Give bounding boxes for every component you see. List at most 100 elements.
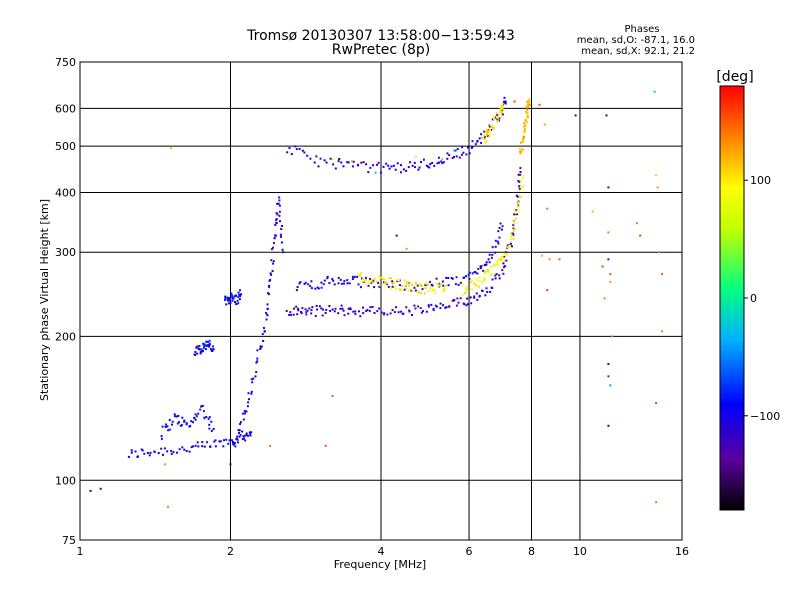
data-point — [441, 162, 444, 165]
data-point — [390, 277, 392, 280]
data-point — [293, 307, 295, 310]
data-point — [494, 277, 497, 280]
data-point — [438, 161, 440, 164]
x-tick-label: 1 — [77, 545, 84, 558]
data-point — [269, 444, 272, 447]
data-point — [357, 163, 359, 166]
data-point — [261, 333, 264, 336]
data-point — [413, 161, 416, 164]
data-point — [265, 312, 268, 314]
data-point — [491, 246, 494, 249]
data-point — [523, 125, 525, 128]
y-tick-label: 75 — [62, 534, 76, 547]
data-point — [501, 107, 504, 110]
data-point — [522, 139, 525, 141]
data-point — [251, 381, 254, 384]
data-point — [517, 173, 520, 176]
data-point — [609, 384, 612, 387]
data-point — [455, 155, 458, 158]
data-point — [212, 345, 214, 348]
data-point — [310, 309, 313, 312]
data-point — [324, 444, 327, 447]
data-point — [479, 267, 482, 270]
data-point — [237, 429, 240, 431]
data-point — [238, 298, 241, 301]
data-point — [332, 163, 335, 166]
data-point — [202, 342, 205, 345]
data-point — [351, 160, 353, 163]
data-point — [367, 283, 370, 285]
data-point — [255, 371, 258, 373]
data-point — [295, 289, 298, 292]
data-point — [477, 267, 480, 270]
colorbar — [719, 85, 745, 511]
data-point — [285, 310, 288, 312]
data-point — [340, 282, 343, 285]
data-point — [196, 345, 199, 348]
data-point — [347, 307, 350, 310]
data-point — [500, 228, 503, 231]
data-point — [454, 149, 457, 152]
data-point — [411, 164, 414, 167]
data-point — [509, 237, 512, 240]
data-point — [203, 410, 205, 413]
data-point — [239, 295, 242, 298]
colorbar-tick-label: 0 — [750, 292, 757, 305]
data-point — [518, 188, 521, 190]
data-point — [228, 297, 231, 299]
data-point — [466, 303, 469, 306]
data-point — [486, 269, 489, 271]
data-point — [517, 209, 520, 212]
data-point — [210, 429, 213, 432]
plot-frame — [79, 61, 683, 541]
data-point — [208, 423, 211, 426]
data-point — [509, 245, 511, 248]
data-point — [326, 277, 329, 280]
data-point — [492, 264, 495, 267]
data-point — [320, 281, 323, 284]
data-point — [653, 90, 656, 93]
data-point — [282, 251, 285, 254]
data-point — [279, 233, 282, 236]
data-point — [243, 410, 246, 412]
data-point — [377, 281, 379, 284]
data-point — [173, 413, 176, 416]
data-point — [518, 189, 521, 192]
data-point — [326, 275, 329, 278]
data-point — [396, 162, 399, 165]
data-point — [389, 312, 392, 315]
data-point — [160, 437, 163, 440]
data-point — [503, 259, 506, 262]
data-point — [453, 155, 455, 158]
data-point — [209, 445, 212, 448]
data-point — [496, 263, 499, 266]
data-point — [527, 100, 530, 103]
data-point — [337, 282, 340, 285]
data-point — [360, 286, 362, 289]
data-point — [223, 439, 225, 442]
data-point — [328, 305, 331, 307]
data-point — [190, 420, 193, 423]
data-point — [316, 308, 319, 311]
data-point — [502, 257, 505, 259]
data-point — [461, 283, 463, 286]
data-point — [164, 423, 167, 426]
data-point — [504, 251, 507, 254]
data-point — [427, 304, 430, 307]
data-point — [526, 106, 529, 109]
data-point — [469, 281, 472, 284]
data-point — [488, 253, 491, 256]
data-point — [288, 314, 291, 316]
data-point — [372, 279, 375, 282]
data-point — [392, 164, 395, 167]
data-point — [346, 282, 349, 285]
data-point — [499, 257, 502, 260]
data-point — [301, 307, 304, 310]
data-point — [525, 120, 528, 123]
y-tick-label: 750 — [55, 56, 76, 69]
data-point — [134, 450, 137, 453]
data-point — [280, 228, 283, 230]
data-point — [259, 348, 262, 350]
y-axis-ticks: 75 100 200 300 400 500 600 750 — [55, 56, 76, 547]
data-point — [505, 253, 507, 256]
